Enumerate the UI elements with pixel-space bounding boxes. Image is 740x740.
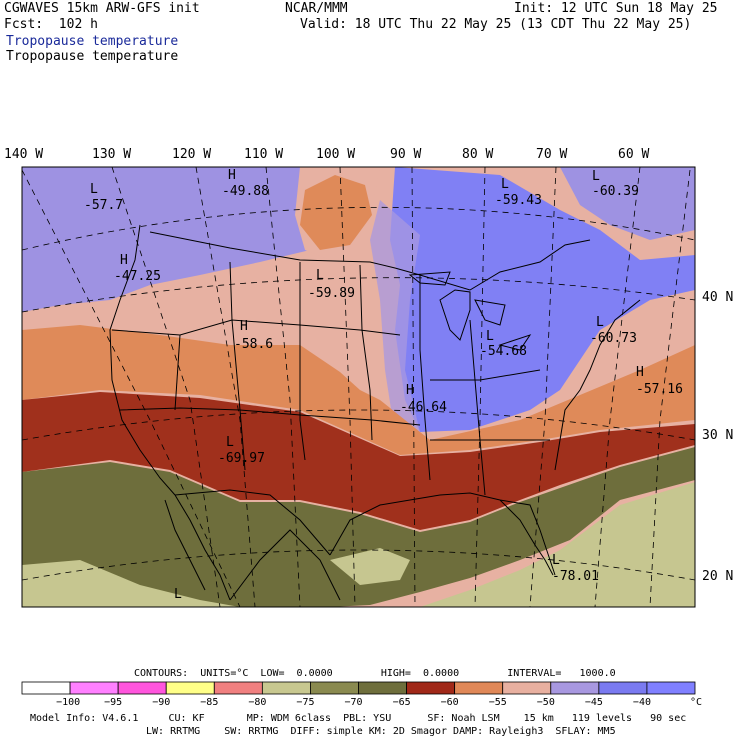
lat-label: 40 N bbox=[702, 290, 734, 305]
lon-label: 120 W bbox=[172, 147, 212, 162]
model-info-line1: Model Info: V4.6.1 CU: KF MP: WDM 6class… bbox=[30, 713, 687, 724]
colorbar-swatch bbox=[117, 681, 167, 695]
pressure-center-symbol: L bbox=[552, 553, 560, 568]
lon-label: 130 W bbox=[92, 147, 132, 162]
pressure-center-value: -47.25 bbox=[114, 269, 161, 284]
map-frame bbox=[21, 166, 696, 608]
pressure-center-value: -57.7 bbox=[84, 198, 124, 213]
pressure-center-value: -60.73 bbox=[590, 331, 637, 346]
colorbar-swatch bbox=[213, 681, 263, 695]
pressure-center-symbol: L bbox=[316, 268, 324, 283]
field-band-purple-east bbox=[370, 200, 420, 435]
pressure-center-symbol: H bbox=[636, 365, 644, 380]
colorbar-swatch bbox=[502, 681, 552, 695]
field-band-purple bbox=[22, 167, 310, 312]
colorbar-tick-label: −75 bbox=[296, 697, 315, 708]
colorbar-tick-label: −55 bbox=[488, 697, 507, 708]
colorbar-tick-label: −40 bbox=[632, 697, 651, 708]
colorbar-swatch bbox=[598, 681, 648, 695]
pressure-center-symbol: L bbox=[174, 587, 182, 602]
pressure-center-value: -58.6 bbox=[234, 337, 274, 352]
map-borders bbox=[109, 224, 641, 601]
colorbar-tick-label: −60 bbox=[440, 697, 459, 708]
colorbar-swatch bbox=[261, 681, 311, 695]
lat-label: 30 N bbox=[702, 428, 734, 443]
field-band-orange bbox=[22, 325, 695, 455]
valid-time: Valid: 18 UTC Thu 22 May 25 (13 CDT Thu … bbox=[300, 17, 692, 32]
colorbar-swatch bbox=[69, 681, 119, 695]
colorbar-swatch bbox=[406, 681, 456, 695]
pressure-center-symbol: L bbox=[592, 169, 600, 184]
pressure-center-value: -78.01 bbox=[552, 569, 599, 584]
colorbar-swatch bbox=[310, 681, 359, 695]
pressure-center-symbol: L bbox=[90, 182, 98, 197]
model-info-line2: LW: RRTMG SW: RRTMG DIFF: simple KM: 2D … bbox=[146, 726, 616, 737]
model-title: CGWAVES 15km ARW-GFS init bbox=[4, 1, 200, 16]
pressure-center-value: -54.68 bbox=[480, 344, 527, 359]
pressure-center-symbol: L bbox=[596, 315, 604, 330]
pressure-center-value: -57.16 bbox=[636, 382, 683, 397]
field-title-colored: Tropopause temperature bbox=[6, 34, 179, 49]
field-band-orange-north bbox=[300, 175, 372, 250]
colorbar-swatch bbox=[550, 681, 600, 695]
colorbar-tick-label: −90 bbox=[152, 697, 171, 708]
colorbar-unit: °C bbox=[690, 697, 703, 708]
lat-label: 20 N bbox=[702, 569, 734, 584]
field-band-olive-light-gulf bbox=[330, 548, 410, 585]
pressure-center-symbol: H bbox=[228, 168, 236, 183]
pressure-center-value: -69.97 bbox=[218, 451, 265, 466]
center-label: NCAR/MMM bbox=[285, 1, 348, 16]
colorbar-swatch bbox=[165, 681, 215, 695]
lon-label: 140 W bbox=[4, 147, 44, 162]
colorbar-swatch bbox=[454, 681, 504, 695]
pressure-center-symbol: H bbox=[120, 253, 128, 268]
field-band-olive-light-se bbox=[420, 482, 695, 607]
lon-label: 80 W bbox=[462, 147, 494, 162]
pressure-center-symbol: L bbox=[501, 177, 509, 192]
pressure-center-value: -59.89 bbox=[308, 286, 355, 301]
contour-info: CONTOURS: UNITS=°C LOW= 0.0000 HIGH= 0.0… bbox=[134, 668, 616, 679]
colorbar-swatch bbox=[358, 681, 407, 695]
pressure-center-symbol: H bbox=[240, 319, 248, 334]
colorbar-tick-label: −95 bbox=[104, 697, 123, 708]
field-band-olive-dark bbox=[22, 447, 695, 607]
lon-label: 70 W bbox=[536, 147, 568, 162]
colorbar-tick-label: −80 bbox=[248, 697, 267, 708]
colorbar-tick-label: −70 bbox=[344, 697, 363, 708]
colorbar-tick-label: −100 bbox=[56, 697, 81, 708]
field-band-blue bbox=[390, 167, 695, 432]
field-band-olive-light bbox=[22, 560, 240, 607]
colorbar-tick-label: −65 bbox=[392, 697, 411, 708]
field-band-purple-ne bbox=[560, 167, 695, 240]
pressure-center-symbol: L bbox=[486, 329, 494, 344]
pressure-center-value: -49.88 bbox=[222, 184, 269, 199]
init-time: Init: 12 UTC Sun 18 May 25 bbox=[514, 1, 718, 16]
colorbar-tick-label: −50 bbox=[536, 697, 555, 708]
pressure-center-value: -59.43 bbox=[495, 193, 542, 208]
pressure-center-symbol: L bbox=[226, 435, 234, 450]
field-band-red bbox=[22, 392, 695, 530]
lon-label: 60 W bbox=[618, 147, 650, 162]
colorbar-tick-label: −45 bbox=[584, 697, 603, 708]
field-title-plain: Tropopause temperature bbox=[6, 49, 179, 64]
colorbar-swatch bbox=[21, 681, 71, 695]
map-graticule bbox=[22, 167, 695, 607]
colorbar-swatch bbox=[646, 681, 696, 695]
lon-label: 90 W bbox=[390, 147, 422, 162]
forecast-hour: Fcst: 102 h bbox=[4, 17, 98, 32]
pressure-center-value: -60.39 bbox=[592, 184, 639, 199]
lon-label: 110 W bbox=[244, 147, 284, 162]
lon-label: 100 W bbox=[316, 147, 356, 162]
colorbar-tick-label: −85 bbox=[200, 697, 219, 708]
pressure-center-symbol: H bbox=[406, 383, 414, 398]
pressure-center-value: -46.64 bbox=[400, 400, 447, 415]
